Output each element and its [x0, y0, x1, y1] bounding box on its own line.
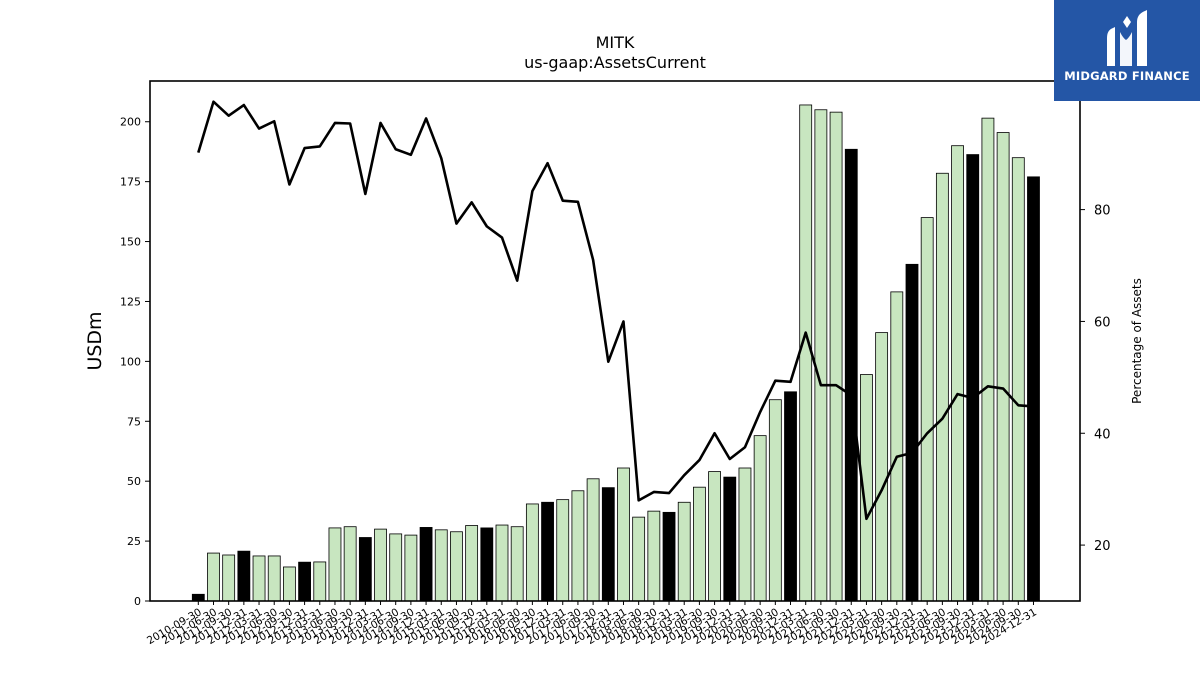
y-tick-label: 175 [120, 176, 141, 189]
y2-tick-label: 80 [1094, 204, 1111, 219]
bar [283, 566, 296, 602]
y-tick-label: 150 [120, 236, 141, 249]
line-series [197, 100, 1034, 521]
bar [343, 526, 357, 602]
bar [647, 510, 661, 602]
bar [252, 555, 266, 602]
bar [677, 501, 691, 602]
y-tick-label: 100 [120, 355, 141, 368]
percentage-line [197, 100, 1034, 521]
bar [222, 554, 236, 602]
bar [404, 534, 418, 602]
y-tick-label: 200 [120, 116, 141, 129]
y-tick-label: 25 [127, 535, 141, 548]
bar [465, 525, 479, 602]
bar [298, 561, 312, 602]
brand-name: MIDGARD FINANCE [1064, 69, 1190, 83]
bar [510, 526, 524, 602]
bar [799, 104, 813, 602]
bar [450, 531, 463, 602]
bar [525, 503, 539, 602]
y2-axis-label: Percentage of Assets [1130, 278, 1144, 404]
y-tick-label: 125 [120, 295, 141, 308]
bar [1011, 157, 1025, 602]
bar [662, 511, 676, 602]
bar [844, 148, 858, 602]
y-axis-label: USDm [84, 311, 106, 370]
y2-axis: 20 40 60 80 [1080, 204, 1111, 554]
bar [237, 550, 251, 602]
bar [586, 478, 600, 602]
midgard-logo-icon [1107, 10, 1147, 66]
bar [571, 490, 585, 602]
bar [723, 476, 737, 602]
y-axis: 0 25 50 75 100 125 150 175 200 [120, 116, 150, 608]
bar [632, 516, 646, 602]
bar [966, 154, 980, 602]
bar [617, 467, 630, 602]
x-axis: 2010-09-302011-06-302011-09-302011-12-31… [145, 601, 1039, 647]
y2-tick-label: 20 [1094, 539, 1111, 554]
bar [951, 145, 964, 602]
bar [601, 487, 615, 602]
bar [708, 471, 721, 602]
y2-tick-label: 60 [1094, 315, 1111, 330]
bar [905, 263, 919, 602]
chart-subtitle: us-gaap:AssetsCurrent [524, 53, 706, 72]
bar [267, 555, 281, 602]
bar [814, 109, 828, 602]
bar [313, 561, 327, 602]
bar [920, 217, 934, 602]
plot-frame [149, 80, 1081, 602]
y-tick-label: 0 [134, 595, 141, 608]
bar [996, 132, 1010, 602]
bar [434, 529, 448, 602]
bar [753, 435, 767, 602]
bar [358, 537, 372, 602]
bar [784, 391, 797, 602]
bar [981, 117, 995, 602]
bar [875, 332, 889, 602]
bar [738, 467, 752, 602]
bar [1027, 176, 1040, 602]
y-tick-label: 75 [127, 415, 141, 428]
bar [935, 172, 949, 602]
bar [541, 501, 554, 602]
bar-series [191, 104, 1040, 602]
y-tick-label: 50 [127, 475, 141, 488]
bar [207, 552, 220, 602]
bar [191, 593, 205, 602]
bar [328, 527, 342, 602]
bar [829, 111, 843, 602]
bar [556, 499, 570, 602]
bar [374, 528, 387, 602]
chart-title: MITK [596, 33, 635, 52]
y2-tick-label: 40 [1094, 427, 1111, 442]
bar [389, 533, 403, 602]
bar [480, 527, 494, 602]
brand-logo: MIDGARD FINANCE [1054, 0, 1200, 101]
bar [768, 399, 782, 602]
bar [693, 486, 706, 602]
bar [419, 527, 433, 602]
bar [890, 291, 904, 602]
bar [495, 524, 509, 602]
